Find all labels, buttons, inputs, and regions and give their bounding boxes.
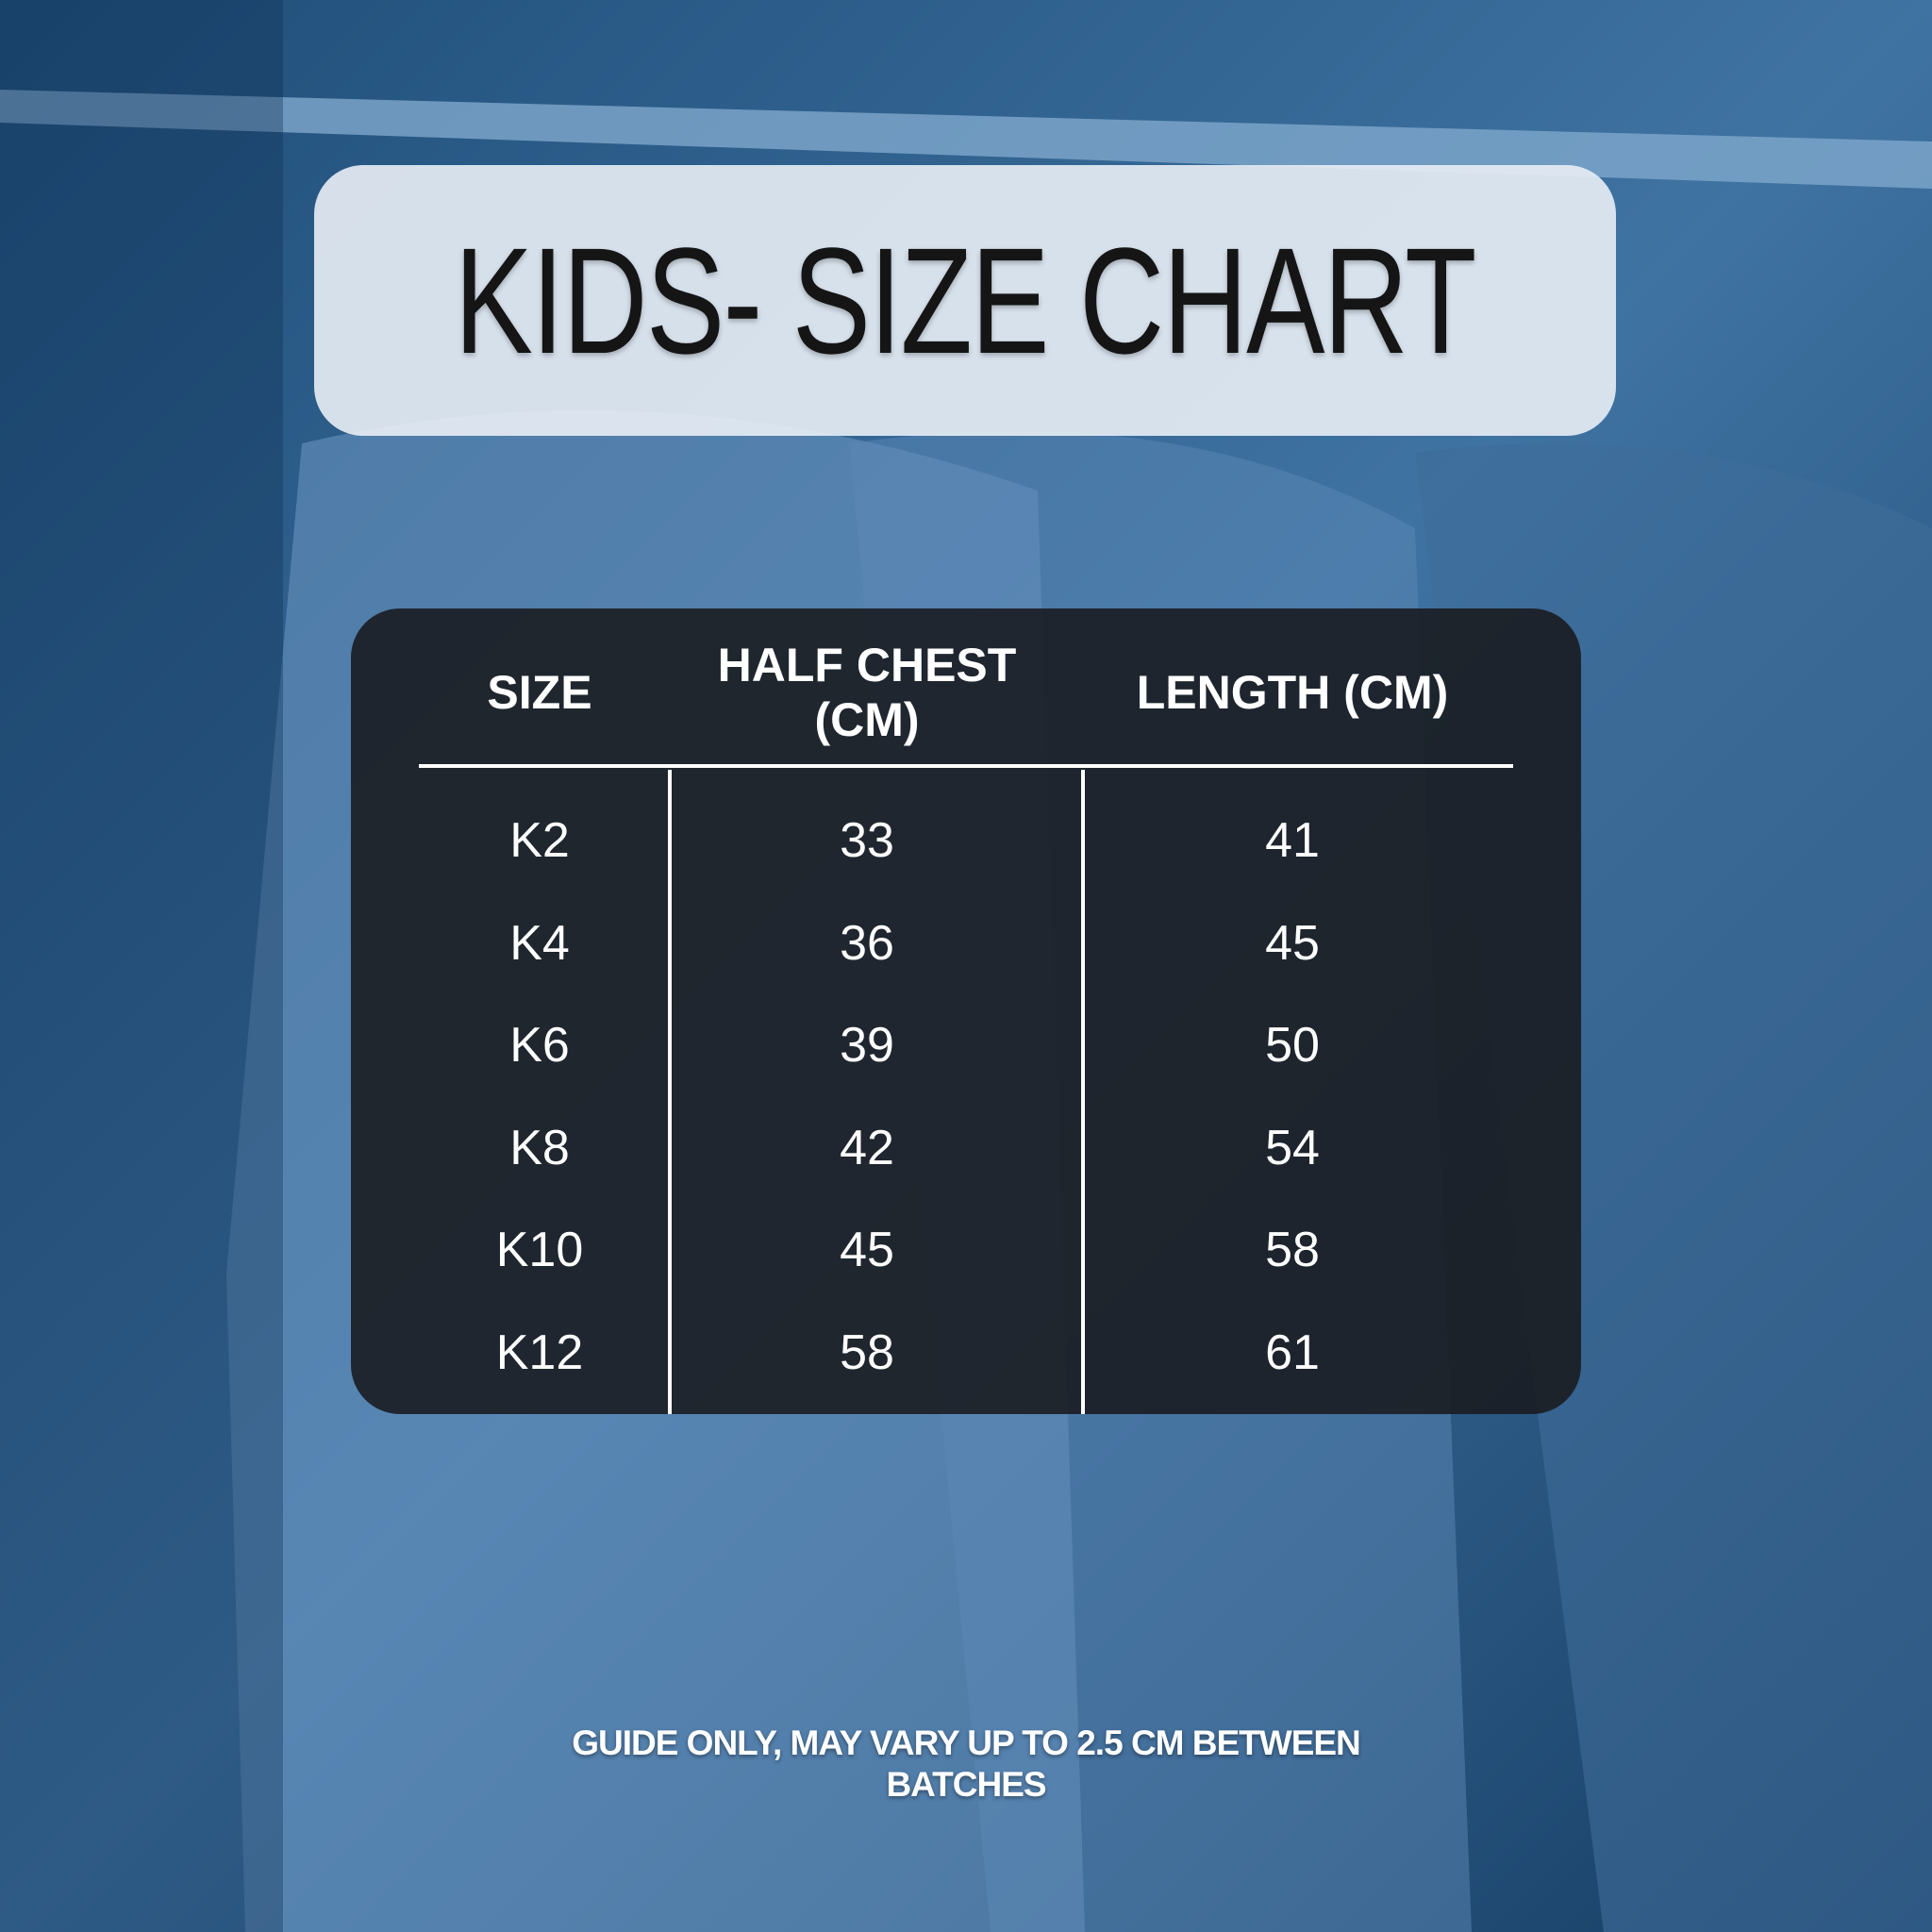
size-cell: K2 xyxy=(509,813,570,868)
size-cell: K12 xyxy=(495,1325,584,1380)
column-header: LENGTH (CM) xyxy=(1136,666,1449,719)
measure-cell: 41 xyxy=(1265,813,1320,868)
column-header: HALF CHEST (CM) xyxy=(717,639,1017,746)
header-rule xyxy=(419,764,1513,768)
measure-cell: 58 xyxy=(1265,1223,1320,1278)
column-header: SIZE xyxy=(487,666,592,719)
measure-cell: 39 xyxy=(840,1018,894,1074)
measure-cell: 45 xyxy=(840,1223,894,1278)
measure-cell: 61 xyxy=(1265,1325,1320,1380)
size-cell: K10 xyxy=(495,1223,584,1278)
table-panel xyxy=(351,608,1581,1414)
column-rule xyxy=(668,770,672,1414)
column-rule xyxy=(1081,770,1085,1414)
measure-cell: 36 xyxy=(840,915,894,971)
title-box: KIDS- SIZE CHART xyxy=(314,165,1616,436)
measure-cell: 45 xyxy=(1265,915,1320,971)
measure-cell: 54 xyxy=(1265,1120,1320,1175)
size-cell: K4 xyxy=(509,915,570,971)
footnote: GUIDE ONLY, MAY VARY UP TO 2.5 CM BETWEE… xyxy=(572,1724,1361,1804)
size-cell: K6 xyxy=(509,1018,570,1074)
measure-cell: 58 xyxy=(840,1325,894,1380)
measure-cell: 33 xyxy=(840,813,894,868)
measure-cell: 42 xyxy=(840,1120,894,1175)
title: KIDS- SIZE CHART xyxy=(454,215,1477,385)
measure-cell: 50 xyxy=(1265,1018,1320,1074)
size-cell: K8 xyxy=(509,1120,570,1175)
